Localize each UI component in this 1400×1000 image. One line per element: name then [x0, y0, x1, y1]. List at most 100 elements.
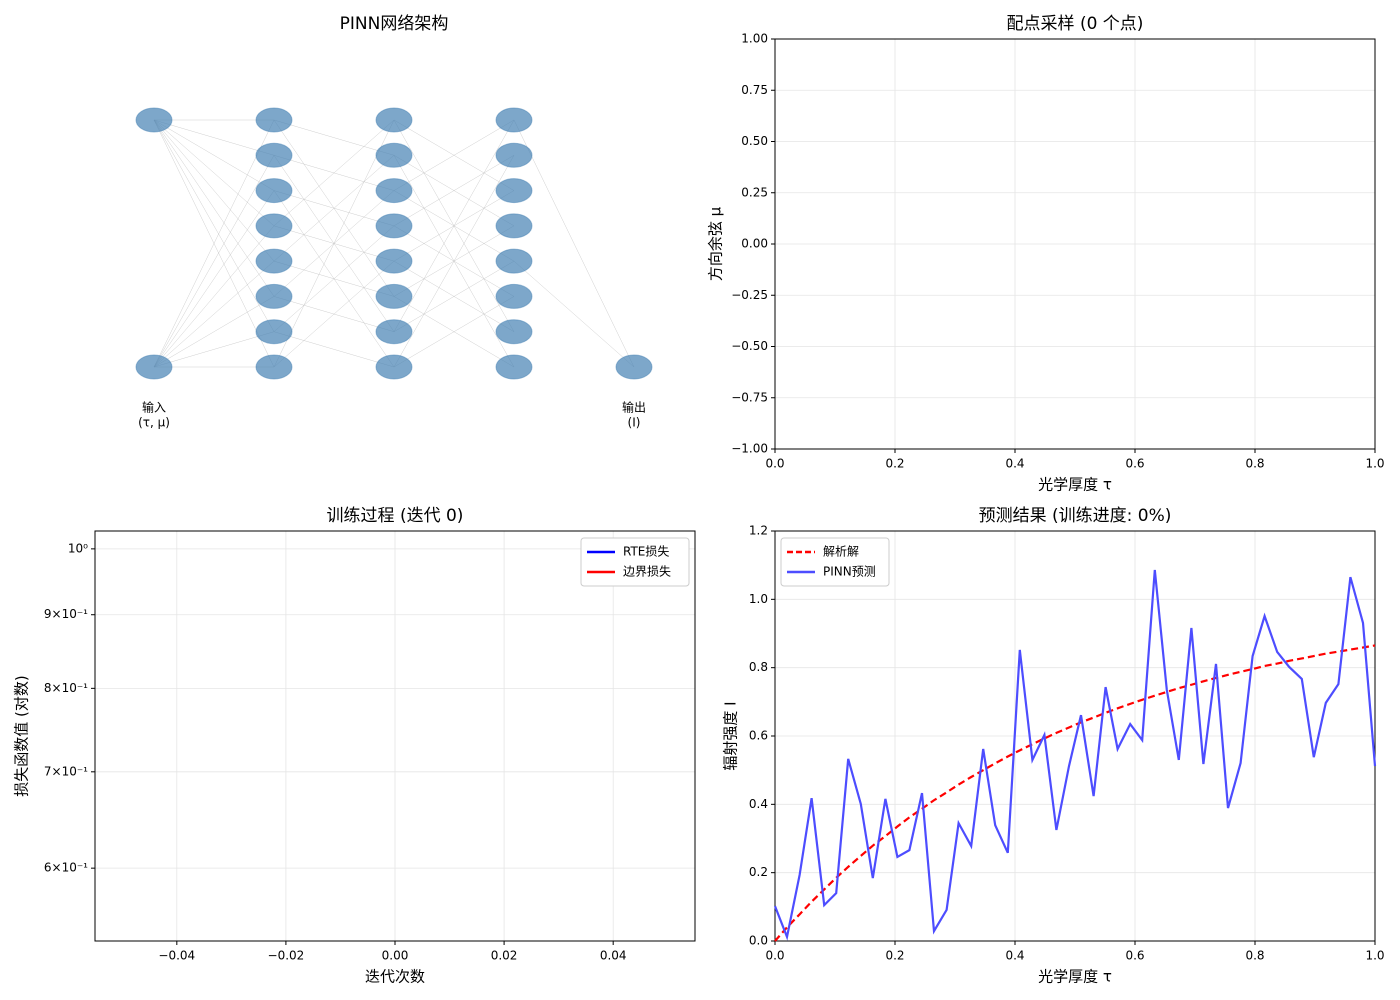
x-tick-label: −0.04 [158, 949, 195, 963]
connection [273, 331, 395, 368]
x-tick-label: 0.02 [491, 949, 518, 963]
x-tick-label: 0.0 [765, 949, 784, 963]
connection [393, 119, 515, 191]
y-tick-label: −1.00 [731, 442, 768, 456]
neuron [495, 107, 533, 133]
neuron [255, 178, 293, 204]
neuron [375, 213, 413, 239]
connection [153, 296, 275, 368]
connection [153, 331, 275, 368]
legend-label: 边界损失 [623, 564, 671, 579]
neuron [495, 213, 533, 239]
x-tick-label: 0.8 [1245, 949, 1264, 963]
connection [273, 119, 395, 156]
y-tick-label: −0.50 [731, 339, 768, 353]
neuron [495, 142, 533, 168]
x-tick-label: 0.6 [1125, 457, 1144, 471]
connection [153, 119, 275, 368]
layer-label: 输出 [622, 400, 646, 415]
y-axis-label: 损失函数值 (对数) [13, 675, 31, 796]
neuron [495, 283, 533, 309]
connection [273, 155, 395, 332]
y-tick-label: −0.25 [731, 288, 768, 302]
connection [153, 119, 275, 156]
y-tick-label: 0.8 [749, 660, 768, 674]
connection [513, 260, 635, 368]
connection [393, 155, 515, 368]
y-tick-label: 8×10⁻¹ [44, 681, 88, 695]
layer-label: (τ, μ) [138, 416, 170, 430]
neuron [495, 178, 533, 204]
neuron [255, 319, 293, 345]
neuron [255, 283, 293, 309]
x-tick-label: 0.8 [1245, 457, 1264, 471]
chart-title: 配点采样 (0 个点) [1007, 14, 1144, 34]
connection [153, 225, 275, 368]
y-tick-label: 1.00 [741, 32, 768, 46]
neuron [135, 107, 173, 133]
chart-title: 训练过程 (迭代 0) [327, 506, 464, 526]
connection [513, 119, 635, 368]
axes-frame [94, 530, 696, 942]
y-tick-label: 6×10⁻¹ [44, 861, 88, 875]
neuron [255, 142, 293, 168]
y-tick-label: 0.4 [749, 797, 768, 811]
x-tick-label: 1.0 [1365, 949, 1384, 963]
neuron [375, 107, 413, 133]
neuron [495, 354, 533, 380]
y-tick-label: 0.00 [741, 237, 768, 251]
x-tick-label: 0.2 [885, 949, 904, 963]
neuron [615, 354, 653, 380]
layer-label: (I) [628, 416, 641, 430]
chart-title: 预测结果 (训练进度: 0%) [979, 506, 1172, 526]
connection [273, 190, 395, 368]
series-line [773, 569, 1377, 941]
y-tick-label: 10⁰ [68, 541, 88, 555]
y-axis-label: 辐射强度 I [722, 701, 740, 770]
connection [273, 296, 395, 332]
x-axis-label: 光学厚度 τ [1038, 968, 1112, 986]
legend-box [780, 537, 890, 587]
legend-label: RTE损失 [623, 544, 669, 559]
series-line [774, 644, 1376, 942]
connection [393, 296, 515, 368]
legend-label: 解析解 [823, 545, 859, 559]
y-axis-label: 方向余弦 μ [707, 206, 725, 281]
y-tick-label: 9×10⁻¹ [44, 607, 88, 621]
x-tick-label: 0.00 [382, 949, 409, 963]
neuron [495, 248, 533, 274]
y-tick-label: 0.6 [749, 729, 768, 743]
x-tick-label: 0.4 [1005, 949, 1024, 963]
connection [393, 260, 515, 332]
connection [393, 119, 515, 332]
neuron [375, 178, 413, 204]
x-tick-label: 0.4 [1005, 457, 1024, 471]
axes-frame [774, 530, 1376, 942]
y-tick-label: 0.0 [749, 934, 768, 948]
legend-label: PINN预测 [823, 565, 876, 579]
connection [153, 119, 275, 262]
y-tick-label: 0.2 [749, 865, 768, 879]
connection [273, 119, 395, 297]
connection [153, 155, 275, 368]
legend-box [580, 537, 690, 587]
x-tick-label: 0.0 [765, 457, 784, 471]
y-tick-label: 0.50 [741, 134, 768, 148]
x-tick-label: −0.02 [268, 949, 305, 963]
y-tick-label: 1.2 [749, 524, 768, 538]
neuron [255, 107, 293, 133]
neuron [135, 354, 173, 380]
x-tick-label: 0.6 [1125, 949, 1144, 963]
connection [153, 119, 275, 297]
neuron [375, 248, 413, 274]
neuron [495, 319, 533, 345]
connection [153, 119, 275, 191]
connection [153, 260, 275, 368]
x-axis-label: 光学厚度 τ [1038, 476, 1112, 494]
y-tick-label: 7×10⁻¹ [44, 764, 88, 778]
x-axis-label: 迭代次数 [365, 968, 425, 986]
neuron [255, 354, 293, 380]
neuron [375, 283, 413, 309]
layer-label: 输入 [142, 400, 166, 415]
